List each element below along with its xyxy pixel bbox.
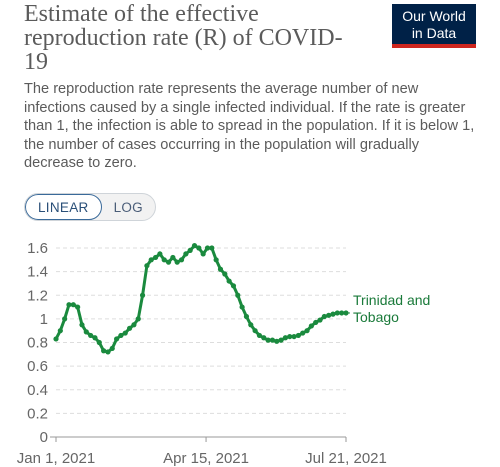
data-point — [248, 322, 254, 328]
data-point — [321, 313, 327, 320]
data-point — [88, 332, 94, 339]
data-point — [343, 310, 349, 316]
data-point — [152, 254, 159, 261]
logo-accent-bar — [392, 44, 476, 48]
data-point — [213, 257, 219, 263]
data-point — [334, 310, 340, 316]
data-point — [287, 333, 293, 340]
line-chart: 0 0.2 0.4 0.6 0.8 1 1.2 1.4 1.6 Jan 1, 2021 Apr 1… — [17, 240, 431, 467]
data-point — [226, 278, 232, 284]
data-point — [139, 292, 146, 298]
data-point — [313, 319, 319, 326]
data-point — [330, 311, 336, 317]
data-point — [278, 337, 284, 343]
data-point — [174, 259, 180, 265]
data-point — [209, 245, 215, 251]
data-point — [105, 349, 111, 355]
data-point — [196, 245, 202, 251]
data-point — [317, 317, 323, 323]
data-point — [57, 328, 63, 334]
logo-line-2: in Data — [411, 25, 457, 41]
data-point — [148, 257, 154, 263]
data-point — [308, 323, 314, 329]
y-tick-label: 1.4 — [27, 264, 48, 281]
data-point — [265, 337, 271, 343]
data-point — [62, 316, 68, 322]
x-axis: Jan 1, 2021 Apr 15, 2021 Jul 21, 2021 — [17, 436, 387, 467]
data-point — [326, 312, 332, 318]
data-point — [239, 304, 245, 310]
data-point — [191, 243, 198, 249]
data-point — [53, 336, 59, 342]
data-point — [282, 335, 289, 341]
y-tick-label: 1.2 — [27, 287, 48, 304]
data-point — [157, 251, 163, 257]
y-tick-label: 0.2 — [27, 405, 48, 422]
data-point — [252, 328, 258, 334]
data-point — [131, 322, 137, 328]
data-point — [178, 257, 185, 263]
data-point — [235, 292, 241, 298]
series-line — [54, 244, 346, 354]
y-tick-label: 1.6 — [27, 240, 48, 257]
x-tick-label: Jul 21, 2021 — [305, 450, 387, 467]
data-point — [83, 329, 89, 335]
data-point — [101, 348, 107, 354]
data-point — [70, 302, 76, 308]
data-point — [204, 245, 211, 251]
chart-subtitle: The reproduction rate represents the ave… — [24, 81, 475, 171]
data-point — [304, 328, 310, 334]
data-point — [291, 333, 297, 340]
data-point — [122, 330, 128, 336]
data-point — [274, 338, 280, 344]
data-point — [339, 310, 345, 316]
logo-line-1: Our World — [402, 8, 466, 24]
linear-scale-button[interactable]: LINEAR — [25, 194, 102, 220]
data-point — [118, 332, 124, 339]
data-point — [144, 263, 150, 269]
chart-title: Estimate of the effective reproduction r… — [24, 1, 343, 75]
owid-logo[interactable]: Our World in Data — [392, 4, 476, 48]
y-tick-label: 0 — [40, 429, 48, 446]
x-tick-label: Jan 1, 2021 — [17, 450, 95, 467]
y-axis-ticks: 0 0.2 0.4 0.6 0.8 1 1.2 1.4 1.6 — [27, 240, 48, 446]
data-point — [66, 302, 72, 308]
data-point — [256, 332, 263, 339]
data-point — [113, 336, 120, 342]
data-point — [217, 266, 224, 272]
data-point — [161, 257, 167, 263]
scale-toggle: LINEAR LOG — [24, 193, 156, 221]
data-point — [230, 283, 237, 289]
y-tick-label: 0.6 — [27, 358, 48, 375]
data-point — [79, 322, 85, 328]
series-layer: Trinidad and Tobago — [53, 243, 430, 355]
gridlines — [56, 247, 346, 414]
data-point — [109, 345, 115, 352]
y-tick-label: 0.8 — [27, 335, 48, 352]
data-point — [135, 316, 141, 322]
data-point — [269, 337, 276, 343]
data-point — [170, 254, 176, 261]
data-point — [261, 335, 267, 341]
data-point — [165, 259, 172, 265]
data-point — [126, 325, 133, 331]
data-point — [243, 313, 250, 320]
x-tick-label: Apr 15, 2021 — [163, 450, 249, 467]
data-point — [187, 247, 193, 253]
log-scale-button[interactable]: LOG — [113, 199, 143, 215]
y-tick-label: 0.4 — [27, 382, 48, 399]
data-point — [75, 304, 81, 310]
data-point — [200, 251, 206, 257]
data-point — [300, 330, 306, 336]
series-label: Trinidad and Tobago — [353, 292, 430, 325]
data-point — [96, 339, 102, 346]
data-point — [183, 251, 189, 257]
y-tick-label: 1 — [40, 311, 48, 328]
data-point — [295, 332, 301, 339]
data-point — [222, 271, 228, 277]
data-point — [92, 335, 98, 341]
